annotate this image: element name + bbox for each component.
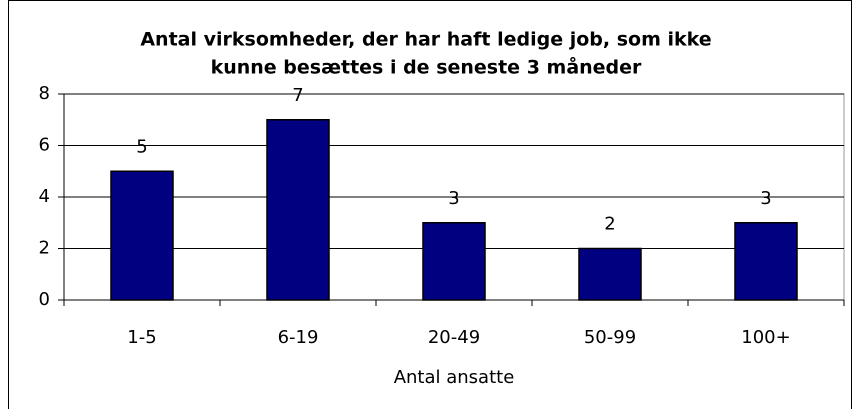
data-label: 2: [604, 214, 615, 235]
data-label: 5: [136, 136, 147, 157]
x-axis-label: Antal ansatte: [394, 367, 515, 388]
y-tick-label: 2: [39, 238, 50, 259]
x-tick-label: 20-49: [428, 327, 480, 348]
data-label: 3: [448, 188, 459, 209]
bar: [734, 222, 798, 301]
x-tick-label: 50-99: [584, 327, 636, 348]
bar: [110, 170, 174, 301]
y-tick-label: 6: [39, 135, 50, 156]
y-tick-label: 8: [39, 83, 50, 104]
data-label: 3: [760, 188, 771, 209]
x-tick-label: 1-5: [127, 327, 156, 348]
x-tick-label: 6-19: [278, 327, 319, 348]
y-tick-label: 4: [39, 186, 50, 207]
y-tick-label: 0: [39, 289, 50, 310]
bar: [422, 222, 486, 301]
x-tick-label: 100+: [741, 327, 790, 348]
chart-title: Antal virksomheder, der har haft ledige …: [140, 29, 711, 51]
bar: [266, 119, 330, 301]
data-label: 7: [292, 85, 303, 106]
chart-title: kunne besættes i de seneste 3 måneder: [211, 55, 642, 79]
bar: [578, 247, 642, 301]
